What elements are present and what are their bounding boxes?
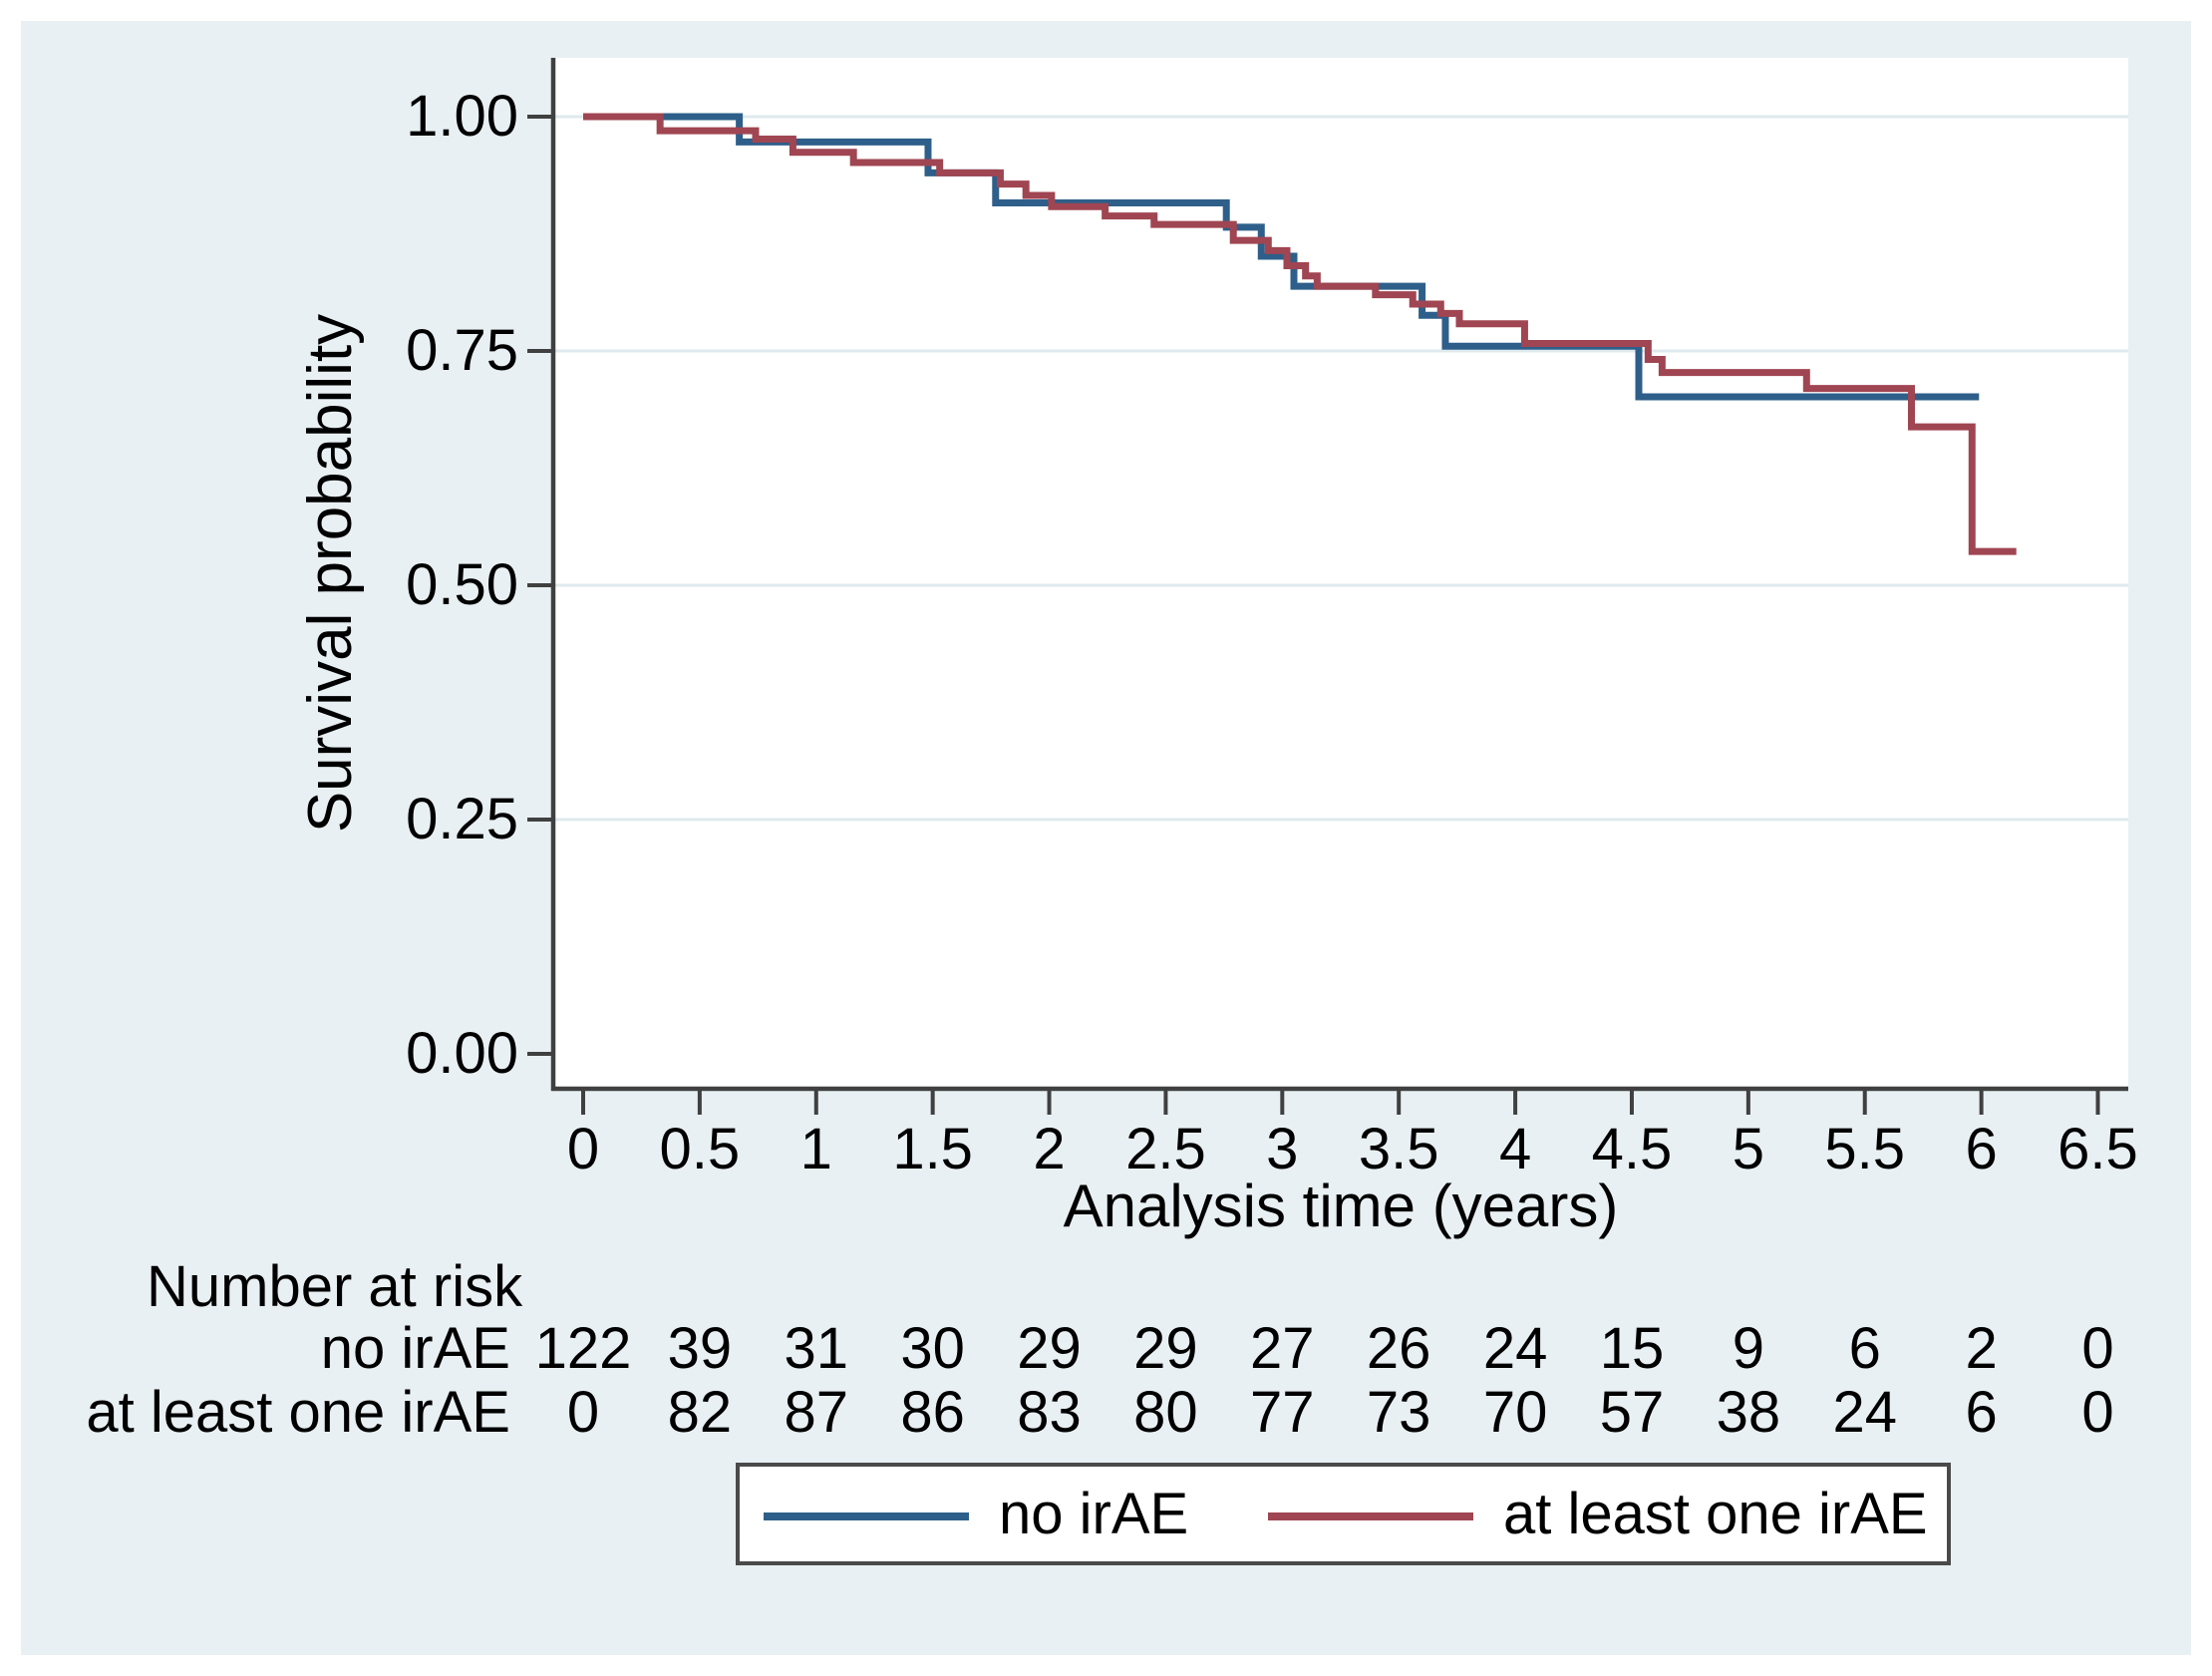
- x-tick-label: 3.5: [1358, 1117, 1439, 1181]
- x-tick-label: 4.5: [1591, 1117, 1673, 1181]
- risk-table-header: Number at risk: [147, 1254, 523, 1319]
- km-curve-at-least-one-irae: [583, 113, 2017, 555]
- x-tick-label: 1: [799, 1117, 832, 1181]
- y-tick-label: 0.50: [406, 552, 518, 617]
- risk-value: 87: [784, 1380, 849, 1445]
- risk-value: 9: [1732, 1316, 1764, 1381]
- risk-value: 0: [2081, 1316, 2114, 1381]
- risk-value: 57: [1599, 1380, 1665, 1445]
- risk-value: 0: [2081, 1380, 2114, 1445]
- risk-value: 15: [1599, 1316, 1665, 1381]
- x-tick-label: 2.5: [1125, 1117, 1206, 1181]
- risk-value: 70: [1482, 1380, 1548, 1445]
- x-tick-label: 1.5: [892, 1117, 973, 1181]
- risk-value: 29: [1133, 1316, 1198, 1381]
- risk-value: 122: [534, 1316, 632, 1381]
- risk-value: 24: [1482, 1316, 1548, 1381]
- risk-row-label-no-irae: no irAE: [320, 1316, 510, 1381]
- risk-value: 26: [1366, 1316, 1431, 1381]
- risk-value: 24: [1832, 1380, 1897, 1445]
- risk-value: 29: [1017, 1316, 1082, 1381]
- legend-line-no-irae: [764, 1512, 969, 1520]
- x-axis-title: Analysis time (years): [1063, 1173, 1619, 1239]
- legend: no irAE at least one irAE: [736, 1463, 1951, 1565]
- risk-value: 6: [1848, 1316, 1881, 1381]
- x-tick-label: 0.5: [659, 1117, 741, 1181]
- risk-value: 86: [900, 1380, 965, 1445]
- y-tick-label: 0.75: [406, 318, 518, 383]
- risk-value: 83: [1017, 1380, 1082, 1445]
- risk-value: 30: [900, 1316, 965, 1381]
- risk-value: 27: [1250, 1316, 1315, 1381]
- x-tick-label: 5.5: [1824, 1117, 1906, 1181]
- risk-row-label-at-least-one-irae: at least one irAE: [86, 1380, 510, 1445]
- x-tick-label: 0: [566, 1117, 600, 1181]
- legend-line-at-least-one-irae: [1268, 1512, 1473, 1520]
- x-tick-label: 3: [1266, 1117, 1299, 1181]
- risk-value: 80: [1133, 1380, 1198, 1445]
- x-tick-label: 2: [1033, 1117, 1066, 1181]
- legend-label-at-least-one-irae: at least one irAE: [1503, 1482, 1928, 1546]
- risk-value: 82: [667, 1380, 733, 1445]
- risk-value: 2: [1965, 1316, 1998, 1381]
- x-tick-label: 5: [1732, 1117, 1764, 1181]
- plot-area-background: [553, 58, 2128, 1089]
- risk-value: 6: [1965, 1380, 1998, 1445]
- risk-value: 38: [1716, 1380, 1781, 1445]
- y-tick-label: 0.00: [406, 1021, 518, 1086]
- legend-label-no-irae: no irAE: [999, 1482, 1189, 1546]
- y-tick-label: 1.00: [406, 84, 518, 149]
- x-tick-label: 6.5: [2057, 1117, 2138, 1181]
- risk-value: 39: [667, 1316, 733, 1381]
- risk-value: 0: [566, 1380, 600, 1445]
- risk-value: 77: [1250, 1380, 1315, 1445]
- risk-value: 31: [784, 1316, 849, 1381]
- x-tick-label: 4: [1498, 1117, 1532, 1181]
- y-tick-label: 0.25: [406, 787, 518, 851]
- risk-value: 73: [1366, 1380, 1431, 1445]
- x-tick-label: 6: [1965, 1117, 1998, 1181]
